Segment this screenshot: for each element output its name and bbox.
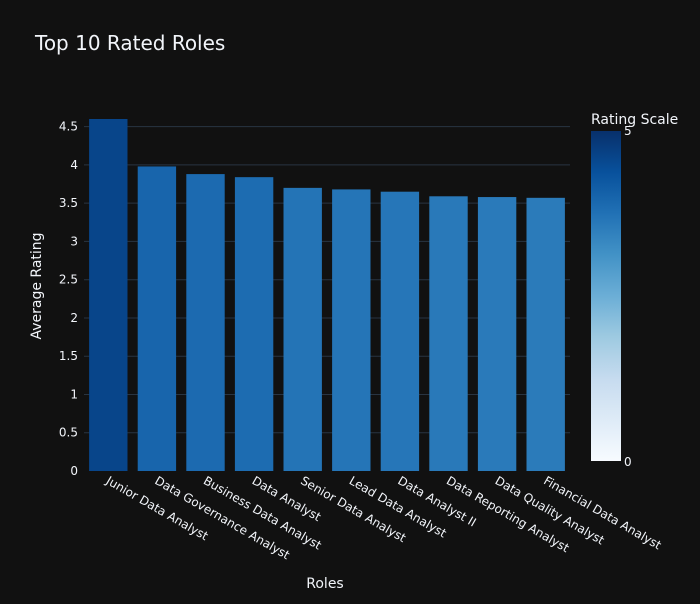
bar[interactable]: [89, 119, 128, 471]
bar[interactable]: [380, 191, 420, 471]
bar[interactable]: [477, 197, 517, 471]
y-axis-ticks: 0 0.5 1 1.5 2 2.5 3 3.5 4 4.5: [59, 120, 78, 478]
x-axis-title: Roles: [306, 576, 343, 592]
colorbar-scale: [591, 131, 621, 461]
y-tick-label: 3: [70, 234, 78, 248]
y-tick-label: 0.5: [59, 426, 78, 440]
bars: [89, 119, 565, 472]
y-tick-label: 2: [70, 311, 78, 325]
colorbar-max-label: 5: [624, 124, 632, 138]
colorbar-title: Rating Scale: [591, 112, 678, 128]
y-tick-label: 1: [70, 387, 78, 401]
y-tick-label: 4.5: [59, 120, 78, 134]
bar[interactable]: [234, 177, 274, 471]
colorbar-min-label: 0: [624, 455, 632, 469]
y-tick-label: 1.5: [59, 349, 78, 363]
bar[interactable]: [429, 196, 468, 471]
bar[interactable]: [332, 189, 371, 471]
bar[interactable]: [186, 174, 225, 472]
chart-title: Top 10 Rated Roles: [34, 31, 225, 55]
y-tick-label: 3.5: [59, 196, 78, 210]
bar[interactable]: [283, 187, 322, 471]
y-tick-label: 4: [70, 158, 78, 172]
y-axis-title: Average Rating: [29, 232, 45, 339]
y-tick-label: 2.5: [59, 273, 78, 287]
bar[interactable]: [137, 166, 177, 471]
colorbar: Rating Scale 5 0: [591, 112, 678, 469]
y-tick-label: 0: [70, 464, 78, 478]
bar[interactable]: [526, 197, 565, 472]
